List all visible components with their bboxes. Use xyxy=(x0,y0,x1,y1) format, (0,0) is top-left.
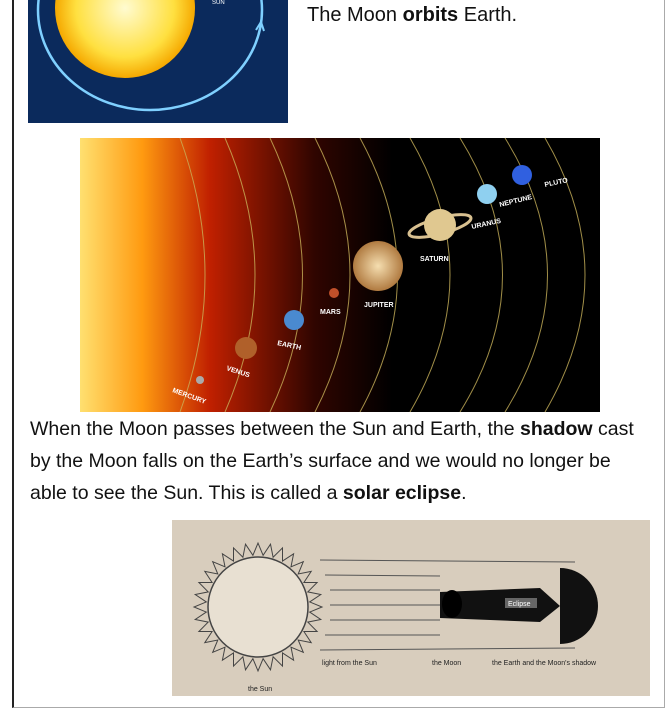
caption: The Moon orbits Earth. xyxy=(307,4,517,27)
eclipse-label: light from the Sun xyxy=(322,660,377,667)
paragraph: When the Moon passes between the Sun and… xyxy=(30,413,650,509)
illustrations: SUN MERCURY VENUS EARTH MARS JUPITER SAT… xyxy=(0,0,668,709)
bold-text: shadow xyxy=(520,418,593,440)
bold-text: solar eclipse xyxy=(343,482,461,504)
text: . xyxy=(461,482,466,504)
caption-text: The Moon xyxy=(307,4,403,26)
eclipse-label: the Sun xyxy=(248,686,272,693)
text: When the Moon passes between the Sun and… xyxy=(30,418,520,440)
eclipse-diagram: Eclipse light from the Sun the Moon the … xyxy=(172,520,650,696)
eclipse-label: the Earth and the Moon's shadow xyxy=(492,660,597,667)
caption-bold: orbits xyxy=(403,4,459,26)
planet-label: MARS xyxy=(320,309,341,316)
planet-label: SATURN xyxy=(420,256,449,263)
orbit-image: SUN xyxy=(28,0,288,123)
eclipse-label: the Moon xyxy=(432,660,461,667)
eclipse-label: Eclipse xyxy=(508,601,531,608)
caption-text: Earth. xyxy=(458,4,517,26)
sun-label: SUN xyxy=(212,0,225,6)
planet-label: JUPITER xyxy=(364,302,394,309)
solar-system-image: MERCURY VENUS EARTH MARS JUPITER SATURN … xyxy=(80,138,600,412)
